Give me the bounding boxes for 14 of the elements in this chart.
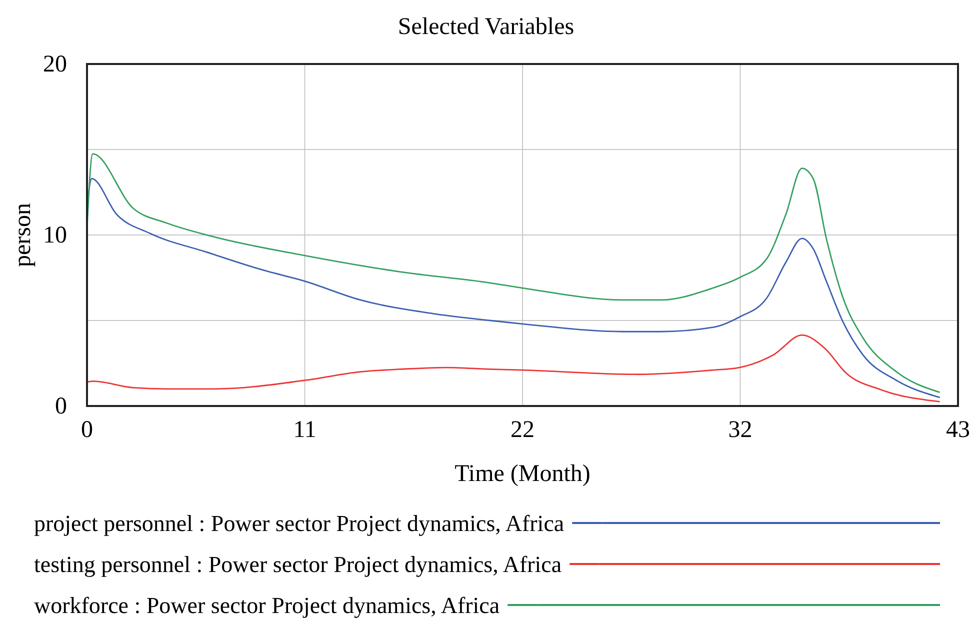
y-axis-title: person	[10, 203, 36, 267]
x-tick-label: 32	[728, 417, 752, 444]
x-axis-title: Time (Month)	[454, 461, 590, 487]
y-tick-label: 10	[43, 222, 67, 249]
x-tick-label: 43	[946, 417, 970, 444]
y-tick-label: 20	[43, 52, 67, 78]
y-tick-label: 0	[55, 394, 67, 420]
legend-label: project personnel : Power sector Project dynamics, Africa	[34, 511, 564, 536]
legend-label: workforce : Power sector Project dynamics, Africa	[34, 593, 500, 618]
chart-title: Selected Variables	[398, 14, 574, 40]
x-tick-label: 22	[510, 417, 534, 444]
x-tick-label: 11	[293, 417, 316, 444]
x-tick-label: 0	[81, 417, 93, 444]
legend-label: testing personnel : Power sector Project dynamics, Africa	[34, 552, 562, 577]
